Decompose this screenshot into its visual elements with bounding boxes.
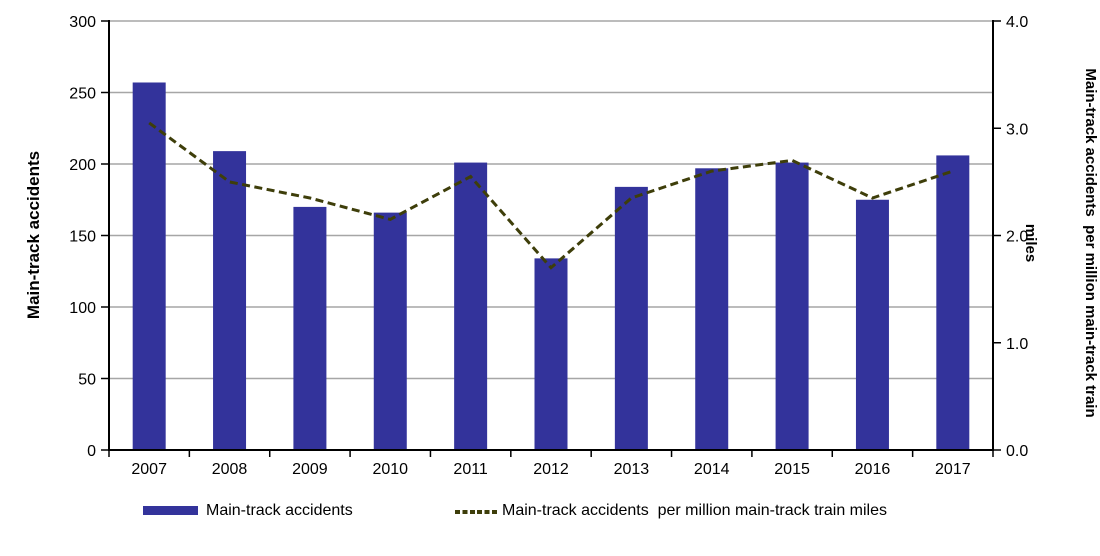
right-tick-label-1.0: 1.0 [1006, 336, 1028, 353]
bar-2012 [534, 258, 568, 450]
x-tick-label-2013: 2013 [614, 461, 650, 478]
x-tick-label-2008: 2008 [212, 461, 248, 478]
x-tick-label-2011: 2011 [453, 461, 488, 478]
x-tick-label-2016: 2016 [855, 461, 891, 478]
bar-2009 [293, 206, 327, 450]
left-tick-label-100: 100 [69, 300, 96, 317]
right-tick-label-0.0: 0.0 [1006, 443, 1028, 460]
bar-2010 [373, 212, 407, 450]
x-tick-label-2015: 2015 [774, 461, 810, 478]
right-axis-title-line1: Main-track accidents per million main-tr… [1082, 68, 1099, 418]
x-tick-label-2010: 2010 [372, 461, 408, 478]
accident-rate-line [148, 121, 954, 270]
legend-bar-swatch-icon [143, 506, 198, 515]
right-tick-label-2.0: 2.0 [1006, 229, 1028, 246]
left-tick-label-300: 300 [69, 14, 96, 31]
bar-2008 [213, 151, 247, 450]
x-tick-label-2014: 2014 [694, 461, 730, 478]
x-tick-label-2012: 2012 [533, 461, 569, 478]
right-axis-title: Main-track accidents per million main-tr… [980, 68, 1100, 417]
plot-svg: 0 50 100 150 200 250 300 0.0 1.0 2.0 3.0 4.0 2007 200… [69, 14, 1028, 478]
left-tick-label-200: 200 [69, 157, 96, 174]
legend-bar-label: Main-track accidents [206, 502, 353, 519]
right-axis-title-line2: miles [1022, 223, 1039, 263]
x-tick-label-2017: 2017 [935, 461, 971, 478]
right-tick-label-3.0: 3.0 [1006, 121, 1028, 138]
left-tick-label-50: 50 [78, 372, 96, 389]
x-tick-label-2007: 2007 [131, 461, 167, 478]
legend-dashed-line-icon [455, 510, 499, 514]
bar-2016 [855, 199, 889, 450]
left-tick-label-150: 150 [69, 229, 96, 246]
left-axis-title: Main-track accidents [24, 150, 43, 320]
bar-2015 [775, 162, 809, 450]
bar-2013 [614, 186, 648, 450]
bar-2011 [454, 162, 488, 450]
bar-2014 [695, 168, 729, 451]
bar-2007 [132, 82, 166, 451]
left-tick-label-250: 250 [69, 86, 96, 103]
legend-line-label: Main-track accidents per million main-tr… [502, 502, 887, 519]
right-tick-label-4.0: 4.0 [1006, 14, 1028, 31]
left-tick-label-0: 0 [87, 443, 96, 460]
x-tick-label-2009: 2009 [292, 461, 328, 478]
bar-2017 [936, 155, 970, 451]
